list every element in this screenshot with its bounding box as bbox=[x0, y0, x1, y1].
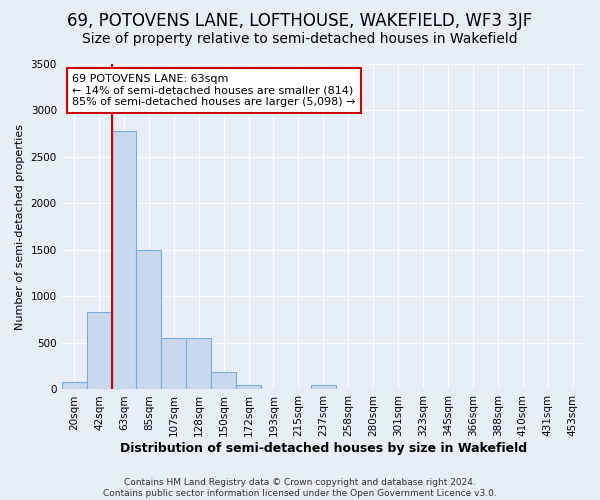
Bar bbox=[62, 382, 86, 390]
Bar bbox=[236, 385, 261, 390]
Bar bbox=[161, 338, 186, 390]
Bar bbox=[136, 250, 161, 390]
Bar bbox=[186, 338, 211, 390]
Text: 69, POTOVENS LANE, LOFTHOUSE, WAKEFIELD, WF3 3JF: 69, POTOVENS LANE, LOFTHOUSE, WAKEFIELD,… bbox=[67, 12, 533, 30]
Y-axis label: Number of semi-detached properties: Number of semi-detached properties bbox=[15, 124, 25, 330]
Text: 69 POTOVENS LANE: 63sqm
← 14% of semi-detached houses are smaller (814)
85% of s: 69 POTOVENS LANE: 63sqm ← 14% of semi-de… bbox=[72, 74, 356, 107]
Bar bbox=[311, 385, 336, 390]
X-axis label: Distribution of semi-detached houses by size in Wakefield: Distribution of semi-detached houses by … bbox=[120, 442, 527, 455]
Bar bbox=[86, 312, 112, 390]
Text: Size of property relative to semi-detached houses in Wakefield: Size of property relative to semi-detach… bbox=[82, 32, 518, 46]
Bar bbox=[211, 372, 236, 390]
Text: Contains HM Land Registry data © Crown copyright and database right 2024.
Contai: Contains HM Land Registry data © Crown c… bbox=[103, 478, 497, 498]
Bar bbox=[112, 131, 136, 390]
